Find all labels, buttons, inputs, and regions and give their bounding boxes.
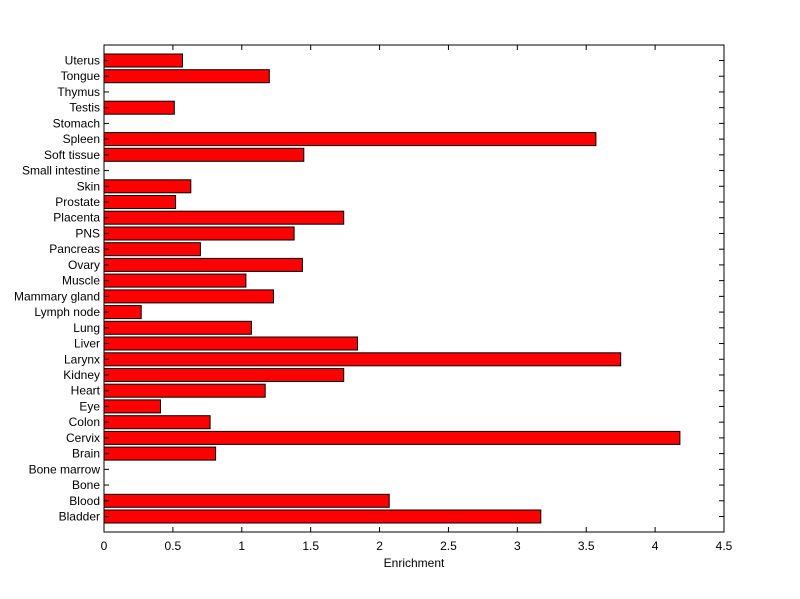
y-tick-label: Bone (72, 478, 100, 492)
y-tick-label: Lymph node (34, 305, 100, 319)
x-tick-label: 3 (514, 539, 521, 553)
x-tick-label: 4 (652, 539, 659, 553)
y-tick-label: Placenta (53, 211, 100, 225)
x-tick-label: 1.5 (302, 539, 319, 553)
bar-kidney (103, 368, 345, 382)
x-tick-label: 0 (101, 539, 108, 553)
bar-pancreas (103, 242, 201, 257)
bar-ovary (103, 257, 303, 272)
bar-bladder (103, 509, 542, 524)
y-tick-label: Thymus (57, 85, 100, 99)
y-tick-label: Ovary (68, 258, 100, 272)
y-tick-label: Muscle (62, 274, 100, 288)
bar-blood (103, 493, 390, 508)
x-axis-label: Enrichment (384, 556, 445, 570)
y-tick-label: Liver (74, 337, 100, 351)
bar-eye (103, 399, 161, 414)
bar-pns (103, 226, 295, 241)
plot-frame (103, 44, 725, 533)
y-tick-label: Spleen (63, 132, 100, 146)
y-tick-label: Eye (79, 399, 100, 413)
bar-tongue (103, 69, 270, 84)
y-tick-label: Cervix (66, 431, 100, 445)
y-tick-label: Bladder (59, 510, 100, 524)
bar-uterus (103, 53, 183, 68)
bar-lymph-node (103, 305, 142, 320)
y-tick-label: Mammary gland (14, 289, 100, 303)
y-tick-label: Uterus (65, 54, 100, 68)
x-tick-label: 2.5 (440, 539, 457, 553)
y-tick-label: Small intestine (22, 164, 100, 178)
bar-liver (103, 336, 358, 351)
y-tick-label: Brain (72, 447, 100, 461)
y-tick-label: Heart (71, 384, 101, 398)
y-tick-label: Larynx (64, 352, 100, 366)
y-tick-label: Soft tissue (44, 148, 100, 162)
bar-placenta (103, 210, 345, 225)
bar-colon (103, 415, 211, 430)
bar-soft-tissue (103, 147, 305, 162)
bar-skin (103, 179, 192, 194)
y-tick-label: Colon (69, 415, 100, 429)
bar-cervix (103, 430, 681, 445)
y-tick-label: PNS (75, 226, 100, 240)
x-tick-label: 4.5 (716, 539, 733, 553)
y-tick-label: Tongue (61, 69, 101, 83)
x-tick-label: 1 (238, 539, 245, 553)
y-tick-label: Pancreas (49, 242, 100, 256)
bar-spleen (103, 132, 597, 147)
bar-muscle (103, 273, 247, 288)
y-tick-label: Kidney (63, 368, 100, 382)
y-tick-label: Bone marrow (29, 462, 101, 476)
bar-mammary-gland (103, 289, 274, 304)
y-tick-label: Stomach (53, 116, 100, 130)
bar-testis (103, 100, 175, 115)
x-tick-label: 3.5 (578, 539, 595, 553)
x-tick-label: 2 (376, 539, 383, 553)
y-tick-label: Blood (69, 494, 100, 508)
y-tick-label: Testis (69, 101, 100, 115)
bar-prostate (103, 195, 177, 209)
bar-larynx (103, 352, 622, 367)
x-tick-label: 0.5 (165, 539, 182, 553)
bar-heart (103, 383, 266, 398)
y-tick-label: Lung (73, 321, 100, 335)
bar-brain (103, 446, 217, 461)
y-tick-label: Skin (77, 179, 100, 193)
bar-lung (103, 320, 252, 335)
y-tick-label: Prostate (55, 195, 100, 209)
x-axis-ticks: 0 0.5 1 1.5 2 2.5 3 3.5 4 4.5 (101, 45, 733, 553)
